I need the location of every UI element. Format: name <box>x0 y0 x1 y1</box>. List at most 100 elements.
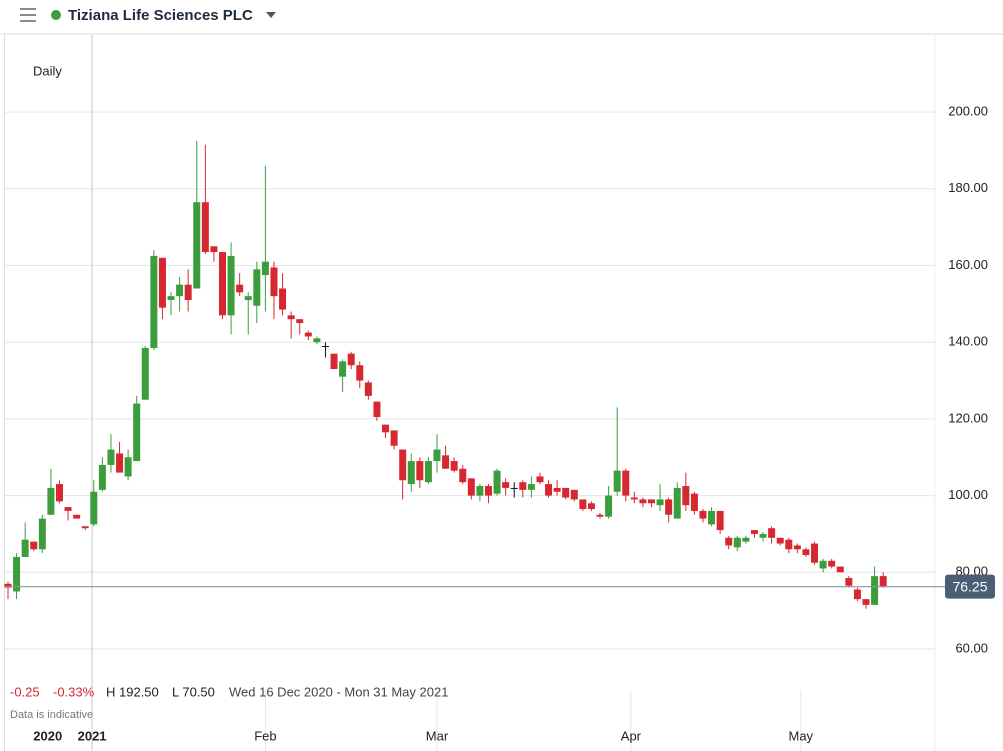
candle-body <box>296 319 304 324</box>
y-tick-label: 60.00 <box>955 640 988 655</box>
candle-body <box>433 449 441 462</box>
candle-body <box>141 347 149 400</box>
candle-body <box>424 461 432 483</box>
candle-body <box>665 499 673 515</box>
menu-icon[interactable] <box>20 8 36 22</box>
candle-body <box>502 482 510 488</box>
candle-body <box>639 499 647 504</box>
candle-body <box>158 257 166 308</box>
candle-body <box>725 537 733 546</box>
candle-body <box>845 578 853 586</box>
candle-body <box>605 495 613 517</box>
candle-body <box>416 461 424 481</box>
candle-body <box>279 288 287 310</box>
instrument-title[interactable]: Tiziana Life Sciences PLC <box>68 7 253 24</box>
candle-body <box>682 486 690 506</box>
candle-body <box>785 539 793 550</box>
candle-body <box>244 296 252 301</box>
candle-body <box>150 255 158 348</box>
candle-body <box>201 202 209 253</box>
candle-body <box>690 493 698 511</box>
candle-body <box>287 315 295 320</box>
candle-body <box>442 455 450 469</box>
candle-body <box>742 537 750 542</box>
candle-body <box>648 499 655 504</box>
candle-body <box>853 589 861 600</box>
change: -0.25 <box>10 684 40 699</box>
candle-body <box>699 510 707 519</box>
candle-body <box>364 382 372 396</box>
interval-label: Daily <box>33 63 62 78</box>
candle-body <box>184 284 192 301</box>
last-price-label: 76.25 <box>952 578 987 594</box>
candle-body <box>313 338 321 343</box>
y-tick-label: 200.00 <box>948 104 988 119</box>
candle-body <box>382 424 390 433</box>
candle-body <box>768 528 776 538</box>
candle-body <box>55 484 63 502</box>
y-tick-label: 100.00 <box>948 487 988 502</box>
y-tick-label: 120.00 <box>948 410 988 425</box>
low-stat: L 70.50 <box>172 684 215 699</box>
candle-body <box>107 449 115 465</box>
candle-body <box>673 487 681 519</box>
candle-body <box>176 284 184 297</box>
dropdown-caret[interactable] <box>266 12 276 18</box>
y-tick-label: 160.00 <box>948 257 988 272</box>
candle-body <box>73 514 81 519</box>
candle-body <box>47 487 55 515</box>
candle-body <box>476 486 484 496</box>
candle-body <box>347 353 355 366</box>
candle-body <box>90 491 98 525</box>
candle-body <box>21 539 29 557</box>
status-dot <box>51 10 61 20</box>
date-range: Wed 16 Dec 2020 - Mon 31 May 2021 <box>229 684 448 699</box>
candle-body <box>510 487 518 489</box>
candle-body <box>167 296 175 301</box>
candle-body <box>124 457 132 477</box>
high-stat: H 192.50 <box>106 684 159 699</box>
candle-body <box>630 497 638 500</box>
candle-body <box>210 246 218 253</box>
y-tick-label: 180.00 <box>948 180 988 195</box>
candle-body <box>828 560 836 567</box>
candle-body <box>304 332 312 337</box>
candle-body <box>622 470 630 496</box>
candle-body <box>716 510 724 531</box>
candle-body <box>793 545 801 550</box>
change-pct: -0.33% <box>53 684 95 699</box>
candle-body <box>871 576 879 605</box>
x-tick-label: 2020 <box>33 728 62 743</box>
candle-body <box>759 533 767 538</box>
candle-body <box>133 403 141 462</box>
candle-body <box>811 543 819 563</box>
candle-body <box>553 487 561 492</box>
x-tick-label: 2021 <box>78 728 107 743</box>
candle-body <box>270 267 278 297</box>
candle-body <box>733 537 741 548</box>
candle-body <box>527 484 535 490</box>
candle-body <box>219 252 226 316</box>
candle-body <box>390 430 398 446</box>
candle-body <box>656 499 664 506</box>
candle-body <box>261 261 269 276</box>
candle-body <box>570 489 578 500</box>
candle-body <box>493 470 501 494</box>
candle-body <box>587 503 595 510</box>
candle-body <box>836 566 844 573</box>
candle-body <box>579 499 587 510</box>
candle-body <box>253 269 261 306</box>
candle-body <box>321 346 329 348</box>
x-tick-label: May <box>789 728 814 743</box>
candle-body <box>64 507 72 511</box>
candle-body <box>545 484 553 496</box>
candle-body <box>193 202 201 289</box>
x-tick-label: Mar <box>426 728 449 743</box>
candle-body <box>116 453 124 473</box>
candle-body <box>81 526 89 529</box>
candle-body <box>862 599 870 605</box>
x-tick-label: Apr <box>621 728 642 743</box>
last-price-badge <box>945 574 995 599</box>
candle-body <box>459 468 467 483</box>
